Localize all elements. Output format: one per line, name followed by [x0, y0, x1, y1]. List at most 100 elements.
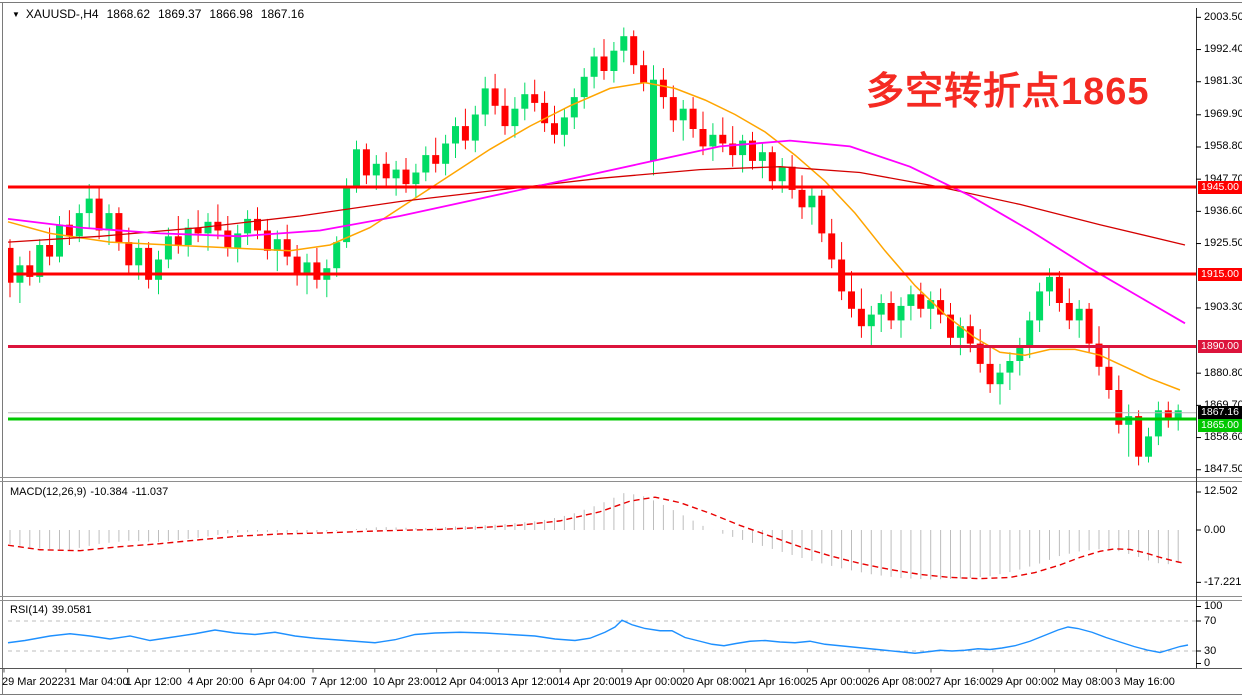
- candle: [422, 146, 430, 182]
- time-tick-label: 12 Apr 04:00: [434, 676, 497, 688]
- rsi-name: RSI(14): [10, 604, 48, 616]
- time-tick-label: 13 Apr 12:00: [496, 676, 559, 688]
- candle: [838, 242, 846, 301]
- candle: [343, 178, 351, 248]
- candle: [214, 204, 222, 240]
- candle: [867, 305, 875, 347]
- time-tick-label: 4 Apr 20:00: [187, 676, 244, 688]
- rsi-line: [7, 619, 1189, 654]
- candle: [739, 134, 747, 173]
- time-tick-label: 14 Apr 20:00: [558, 676, 621, 688]
- candle: [1055, 271, 1063, 312]
- candle: [669, 85, 677, 132]
- candle: [26, 250, 34, 286]
- candle: [1075, 300, 1083, 338]
- ma_fast-line: [7, 81, 1181, 391]
- candle: [650, 65, 657, 176]
- price-tick-label: 1903.30: [1204, 301, 1242, 314]
- price-tick-label: 1847.50: [1204, 463, 1242, 476]
- rsi-axis-label: 0: [1204, 657, 1211, 669]
- candle: [204, 213, 212, 251]
- candle: [630, 30, 638, 74]
- candle: [16, 256, 24, 303]
- price-tick-label: 2003.50: [1204, 10, 1242, 23]
- candle: [442, 134, 450, 176]
- candle: [907, 285, 915, 321]
- time-tick-label: 7 Apr 12:00: [311, 676, 368, 688]
- macd-axis-label: 0.00: [1204, 523, 1226, 536]
- candle: [194, 210, 202, 243]
- candle: [956, 317, 964, 356]
- macd-value-1: -10.384: [90, 486, 128, 498]
- macd-axis-label: -17.221: [1204, 575, 1242, 588]
- candle: [244, 210, 252, 245]
- candle: [610, 42, 618, 83]
- candle: [560, 108, 568, 147]
- candle: [541, 91, 549, 132]
- price-tick-label: 1992.40: [1204, 43, 1242, 56]
- candle: [254, 207, 261, 240]
- candle: [1016, 337, 1024, 376]
- candle: [917, 282, 925, 318]
- candle: [947, 303, 954, 347]
- candle: [1115, 375, 1123, 434]
- price-badge-1915.00: 1915.00: [1198, 267, 1242, 281]
- rsi-layer: [7, 619, 1196, 654]
- candle: [640, 50, 648, 92]
- candle: [828, 218, 836, 269]
- time-tick-label: 27 Apr 16:00: [929, 676, 992, 688]
- candle: [491, 73, 499, 115]
- time-tick-label: 2 May 08:00: [1052, 676, 1114, 688]
- candle: [1154, 401, 1162, 446]
- price-tick-label: 1858.60: [1204, 431, 1242, 444]
- price-tick-label: 1880.80: [1204, 366, 1242, 379]
- ohlc-high: 1869.37: [158, 7, 202, 21]
- price-badge-1867.16: 1867.16: [1198, 406, 1242, 420]
- candle: [1026, 311, 1034, 359]
- price-badge-1865.00: 1865.00: [1198, 419, 1242, 433]
- candle: [105, 204, 113, 245]
- time-tick-label: 29 Apr 00:00: [990, 676, 1054, 688]
- candle: [521, 82, 529, 121]
- candle: [95, 187, 103, 240]
- price-tick-label: 1925.50: [1204, 237, 1242, 250]
- candle: [1085, 303, 1093, 353]
- candle: [679, 100, 687, 141]
- candle: [1164, 401, 1172, 428]
- macd-axis-label: 12.502: [1204, 485, 1238, 498]
- candle: [263, 218, 271, 260]
- macd-layer: [7, 493, 1186, 580]
- candle: [471, 105, 479, 153]
- candle: [452, 117, 459, 158]
- time-tick-label: 3 May 16:00: [1114, 676, 1175, 688]
- candle: [758, 143, 766, 179]
- candle: [877, 294, 885, 332]
- candle: [659, 68, 667, 109]
- candle: [392, 160, 400, 196]
- rsi-axis-label: 100: [1204, 600, 1223, 612]
- price-badge-1945.00: 1945.00: [1198, 180, 1242, 194]
- candle: [798, 175, 806, 219]
- price-tick-label: 1936.60: [1204, 204, 1242, 217]
- candle: [184, 218, 192, 257]
- candle: [145, 242, 153, 289]
- macd-signal-line: [7, 496, 1186, 580]
- price-tick-label: 1981.30: [1204, 75, 1242, 88]
- chart-annotation-text[interactable]: 多空转折点1865: [866, 71, 1150, 113]
- candle: [372, 155, 380, 190]
- candle: [293, 245, 301, 286]
- candle: [887, 291, 895, 330]
- rsi-axis-label: 30: [1204, 644, 1217, 657]
- candle: [362, 143, 370, 185]
- candle: [432, 137, 440, 173]
- candle: [1145, 427, 1152, 463]
- candle: [85, 184, 93, 228]
- candle: [620, 27, 628, 63]
- ohlc-open: 1868.62: [106, 7, 150, 21]
- price-tick-label: 1958.80: [1204, 140, 1242, 153]
- symbol-dropdown-icon[interactable]: ▼: [12, 10, 20, 19]
- candle: [481, 76, 489, 127]
- time-tick-label: 26 Apr 08:00: [867, 676, 930, 688]
